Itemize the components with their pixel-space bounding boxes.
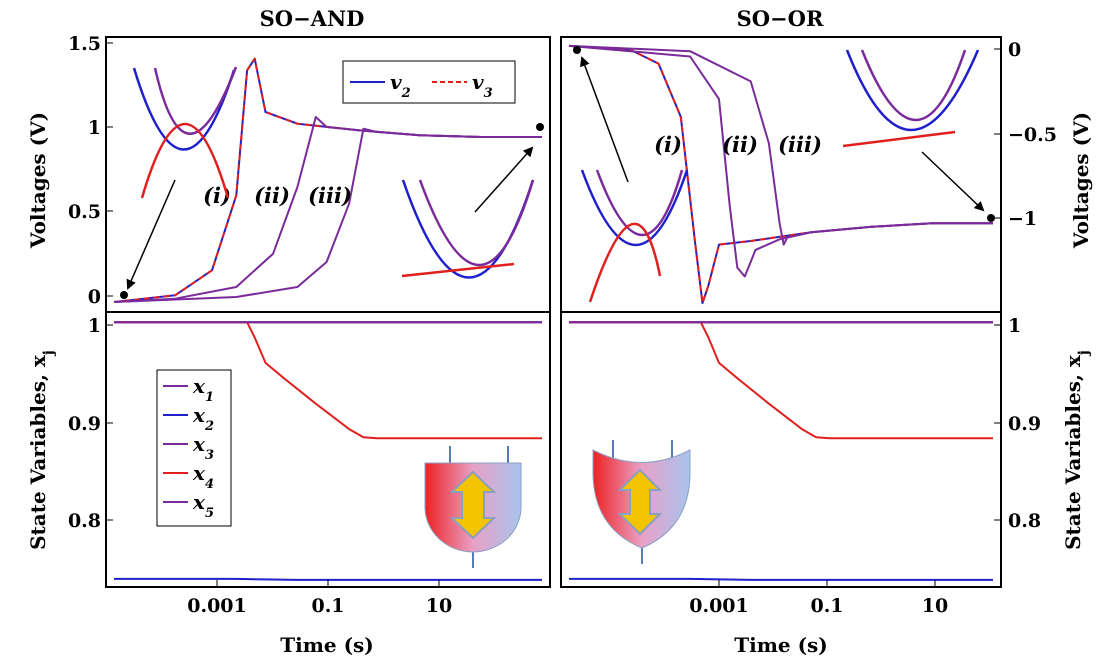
and-inset-landscape-end (401, 179, 535, 279)
or-xtick-0: 0.001 (689, 595, 749, 617)
and-voltage-ylabel: Voltages (V) (26, 112, 50, 249)
legend-v3-label: v3 (472, 70, 493, 101)
legend-v2-label: v2 (390, 70, 411, 101)
and-state-ytick-2: 1 (88, 315, 101, 337)
and-state-series-x2 (114, 577, 542, 581)
and-xtick-0: 0.001 (187, 595, 247, 617)
and-state-ylabel: State Variables, xj (26, 350, 57, 550)
or-state-yticks: 0.8 0.9 1 (994, 315, 1041, 532)
or-state-ytick-1: 0.9 (1008, 413, 1041, 435)
or-xticks: 0.001 0.1 10 (689, 580, 948, 617)
or-annotation-iii: (iii) (778, 132, 822, 157)
and-xtick-1: 0.1 (311, 595, 344, 617)
or-xtick-2: 10 (922, 595, 948, 617)
and-panel-title: SO−AND (260, 6, 365, 31)
or-panel-title: SO−OR (737, 6, 824, 31)
and-ytick-1: 0.5 (68, 201, 101, 223)
or-voltage-yticks: 0 −0.5 −1 (994, 39, 1057, 230)
and-ytick-3: 1.5 (68, 33, 101, 55)
or-voltage-series-v3 (568, 44, 993, 305)
or-state-plot (569, 321, 993, 581)
or-state-ytick-2: 1 (1008, 315, 1021, 337)
or-xlabel: Time (s) (734, 633, 828, 657)
and-voltage-legend: v2 v3 (342, 60, 516, 104)
and-inset-landscape-start (132, 66, 238, 199)
and-xlabel: Time (s) (280, 633, 374, 657)
and-gate-icon (424, 446, 522, 568)
and-state-series-x4 (114, 321, 542, 440)
and-arrows (120, 123, 544, 299)
and-voltage-series-curve-3 (113, 127, 542, 303)
legend-x1-label: x1 (192, 374, 214, 405)
or-state-ylabel: State Variables, xj (1061, 350, 1092, 550)
legend-x2-label: x2 (192, 403, 214, 434)
legend-x5-label: x5 (192, 490, 214, 521)
legend-x3-label: x3 (192, 432, 214, 463)
and-ytick-2: 1 (88, 117, 101, 139)
or-inset-landscape-start (580, 169, 689, 303)
and-xtick-2: 10 (426, 595, 452, 617)
or-annotation-i: (i) (654, 132, 682, 157)
or-ytick-0: 0 (1008, 39, 1021, 61)
or-voltage-frame (560, 36, 1002, 313)
or-voltage-series-v2 (568, 44, 993, 305)
and-state-yticks: 0.8 0.9 1 (68, 315, 113, 532)
or-voltage-series-curve-3 (568, 44, 993, 246)
and-state-ytick-0: 0.8 (68, 510, 101, 532)
and-ytick-0: 0 (88, 286, 101, 308)
or-ytick-1: −0.5 (1008, 124, 1057, 146)
or-voltage-ylabel: Voltages (V) (1069, 112, 1093, 249)
and-state-plot (114, 321, 542, 581)
and-voltage-yticks: 0 0.5 1 1.5 (68, 33, 113, 308)
or-ytick-2: −1 (1008, 208, 1037, 230)
or-state-frame (560, 311, 1002, 588)
or-state-ytick-0: 0.8 (1008, 510, 1041, 532)
or-voltage-plot (568, 44, 993, 305)
and-voltage-plot (113, 57, 542, 303)
or-voltage-series-curve-2 (568, 44, 993, 278)
or-annotation-ii: (ii) (722, 132, 758, 157)
and-annotation-ii: (ii) (254, 183, 290, 208)
or-arrows (573, 46, 995, 222)
or-state-series-x2 (569, 577, 993, 581)
or-inset-landscape-end (842, 49, 980, 148)
or-state-series-x4 (569, 321, 993, 440)
or-xtick-1: 0.1 (810, 595, 843, 617)
and-xticks: 0.001 0.1 10 (187, 580, 452, 617)
legend-x4-label: x4 (192, 461, 214, 492)
or-gate-icon (592, 440, 691, 564)
and-annotation-iii: (iii) (308, 183, 352, 208)
and-state-ytick-1: 0.9 (68, 413, 101, 435)
